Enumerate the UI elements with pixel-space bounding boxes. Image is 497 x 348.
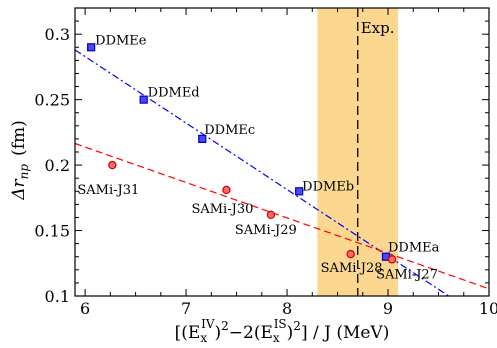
point-label-SAMi-J30: SAMi-J30 [191, 202, 253, 217]
point-label-DDMEd: DDMEd [148, 86, 200, 101]
point-label-DDMEc: DDMEc [204, 123, 255, 138]
x-tick-label: 6 [80, 299, 90, 318]
point-SAMi-J31 [108, 160, 117, 170]
point-label-SAMi-J29: SAMi-J29 [235, 223, 297, 238]
fit-lines [75, 49, 489, 296]
y-tick-label: 0.3 [45, 25, 70, 44]
point-label-SAMi-J27: SAMi-J27 [376, 267, 438, 282]
point-SAMi-J27 [387, 255, 397, 264]
x-tick-label: 8 [282, 299, 292, 318]
point-SAMi-J28 [346, 249, 355, 259]
data-points [87, 43, 397, 264]
x-tick-label: 10 [479, 299, 497, 318]
point-label-DDMEb: DDMEb [302, 179, 354, 194]
point-SAMi-J29 [266, 210, 276, 220]
point-label-DDMEa: DDMEa [388, 241, 440, 256]
point-DDMEe [87, 43, 96, 52]
point-DDMEc [198, 134, 207, 144]
y-axis-title: Δrnp(fm) [9, 120, 31, 201]
axis-ticks: 6 7 8 9 10 0.1 0.15 0.2 0.25 0.3 [34, 8, 497, 318]
y-tick-label: 0.2 [45, 156, 70, 175]
x-tick-label: 9 [383, 299, 393, 318]
y-tick-label: 0.15 [34, 222, 70, 241]
point-label-SAMi-J31: SAMi-J31 [77, 183, 139, 198]
point-DDMEd [139, 95, 148, 104]
x-tick-label: 7 [181, 299, 191, 318]
point-DDMEb [295, 187, 304, 196]
y-tick-label: 0.1 [45, 287, 70, 306]
y-tick-label: 0.25 [34, 91, 70, 110]
fit-line-sami [75, 142, 489, 290]
point-labels: DDMEe DDMEd DDMEc DDMEb DDMEa SAMi-J31 SAMi-J3… [77, 33, 439, 282]
plot-area [75, 8, 489, 296]
point-label-SAMi-J28: SAMi-J28 [321, 261, 383, 276]
x-axis-title: [(ExIV)2−2(ExIS)2] / J (MeV) [175, 317, 390, 345]
experimental-label: Exp. [361, 19, 395, 37]
point-label-DDMEe: DDMEe [95, 33, 147, 48]
point-SAMi-J30 [222, 185, 231, 195]
